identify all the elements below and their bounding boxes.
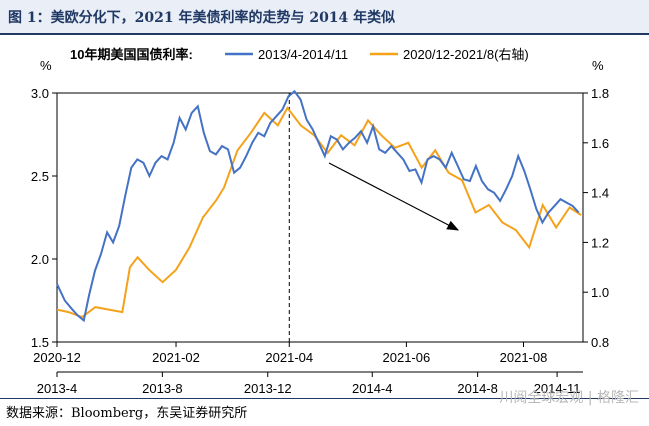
x-axis-bottom: 2013-4 2013-8 2013-12 2014-4 2014-8 2014-11 (37, 371, 583, 396)
watermark: 川阅全球宏观 | 格隆汇 (499, 390, 639, 406)
bottom-axis-tick-label: 2013-8 (142, 381, 182, 396)
plot-frame (56, 92, 584, 343)
left-axis: 1.5 2.0 2.5 3.0 (31, 86, 57, 350)
figure-title: 图 1：美欧分化下，2021 年美债利率的走势与 2014 年类似 (8, 10, 396, 26)
right-tick-label: 1.8 (591, 86, 609, 101)
source-note: 数据来源：Bloomberg，东吴证券研究所 (6, 406, 248, 421)
legend-label-blue: 2013/4-2014/11 (258, 47, 348, 62)
right-tick-label: 1.6 (591, 136, 609, 151)
right-tick-label: 1.0 (591, 285, 609, 300)
left-tick-label: 2.0 (31, 252, 49, 267)
series-line-2013-2014 (56, 89, 580, 323)
x-axis-top: 2020-12 2021-02 2021-04 2021-06 2021-08 (33, 342, 547, 365)
legend-label-orange: 2020/12-2021/8(右轴) (403, 47, 529, 62)
right-axis: 0.8 1.0 1.2 1.4 1.6 1.8 (583, 86, 609, 350)
trend-arrow (328, 162, 460, 231)
top-axis-tick-label: 2021-04 (265, 350, 313, 365)
top-axis-tick-label: 2021-06 (383, 350, 431, 365)
right-axis-unit: % (592, 58, 604, 73)
left-axis-unit: % (40, 58, 52, 73)
top-axis-tick-label: 2021-02 (152, 350, 200, 365)
top-axis-tick-label: 2021-08 (500, 350, 548, 365)
series-line-2020-2021 (56, 106, 582, 319)
title-rule (0, 33, 649, 35)
right-tick-label: 0.8 (591, 335, 609, 350)
bottom-axis-tick-label: 2013-12 (244, 381, 292, 396)
bottom-axis-tick-label: 2014-4 (352, 381, 392, 396)
legend-title: 10年期美国国债利率: (70, 47, 193, 62)
bottom-axis-tick-label: 2014-8 (457, 381, 497, 396)
bottom-axis-tick-label: 2014-11 (534, 381, 581, 396)
chart: % % 10年期美国国债利率: 2013/4-2014/11 2020/12-2… (31, 47, 609, 396)
bottom-axis-tick-label: 2013-4 (37, 381, 77, 396)
right-tick-label: 1.4 (591, 186, 609, 201)
title-bar (0, 0, 649, 33)
left-tick-label: 1.5 (31, 335, 49, 350)
left-tick-label: 3.0 (31, 86, 49, 101)
right-tick-label: 1.2 (591, 235, 609, 250)
top-axis-tick-label: 2020-12 (33, 350, 81, 365)
source-rule (0, 398, 649, 399)
left-tick-label: 2.5 (31, 169, 49, 184)
